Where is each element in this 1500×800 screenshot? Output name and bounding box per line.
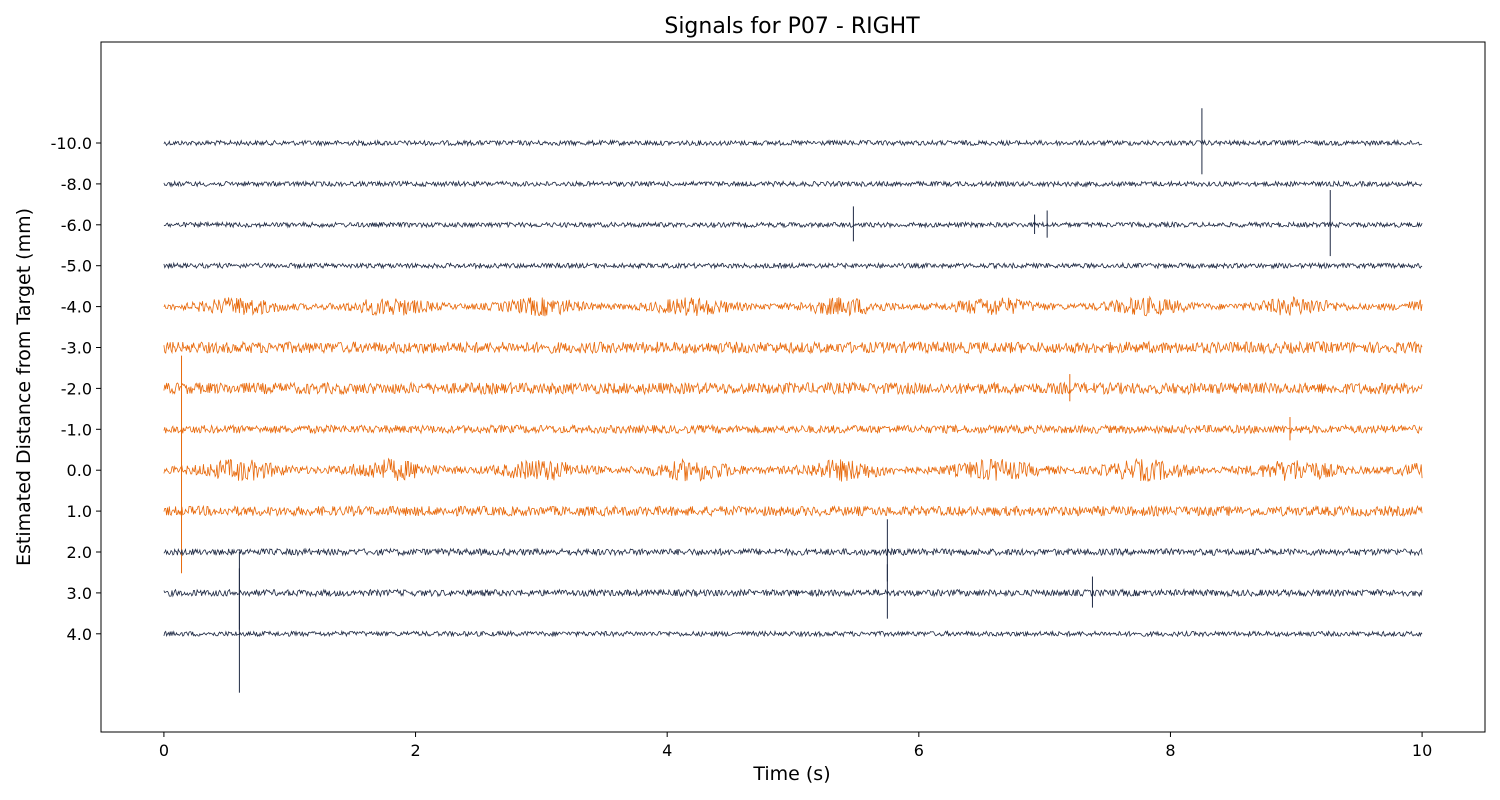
y-tick-label-0.0: 0.0	[67, 461, 92, 480]
trace-2.0	[163, 547, 1423, 557]
x-tick-label-8: 8	[1165, 741, 1175, 760]
y-tick-label--8.0: -8.0	[61, 175, 92, 194]
x-tick-label-4: 4	[662, 741, 672, 760]
trace--6.0	[163, 220, 1423, 229]
x-tick-label-0: 0	[159, 741, 169, 760]
y-axis-ticks: -10.0 -8.0 -6.0 -5.0 -4.0 -3.0 -2.0 -1.0 0.0 1.0 2…	[51, 134, 101, 644]
y-tick-label--10.0: -10.0	[51, 134, 92, 153]
y-tick-label--1.0: -1.0	[61, 420, 92, 439]
y-axis-label: Estimated Distance from Target (mm)	[13, 208, 35, 566]
y-tick-label--2.0: -2.0	[61, 379, 92, 398]
x-axis-label: Time (s)	[752, 763, 830, 785]
trace-3.0	[163, 588, 1423, 598]
chart-title: Signals for P07 - RIGHT	[664, 14, 920, 39]
traces	[163, 108, 1423, 693]
y-tick-label-2.0: 2.0	[67, 543, 92, 562]
y-tick-label--5.0: -5.0	[61, 257, 92, 276]
y-tick-label-4.0: 4.0	[67, 625, 92, 644]
trace-0.0	[163, 457, 1423, 482]
x-axis-ticks: 0 2 4 6 8 10	[159, 732, 1432, 760]
y-tick-label--6.0: -6.0	[61, 216, 92, 235]
y-tick-label--3.0: -3.0	[61, 339, 92, 358]
trace--2.0	[163, 381, 1423, 396]
y-tick-label-1.0: 1.0	[67, 502, 92, 521]
plot-frame	[100, 41, 1486, 733]
trace--4.0	[163, 295, 1423, 317]
trace--10.0	[163, 139, 1423, 147]
x-tick-label-2: 2	[410, 741, 420, 760]
trace--8.0	[163, 179, 1423, 188]
trace--5.0	[163, 261, 1423, 270]
trace--1.0	[163, 423, 1423, 435]
trace-1.0	[163, 504, 1423, 518]
y-tick-label-3.0: 3.0	[67, 584, 92, 603]
trace-4.0	[163, 629, 1423, 638]
y-tick-label--4.0: -4.0	[61, 298, 92, 317]
trace--3.0	[163, 340, 1423, 355]
x-tick-label-6: 6	[914, 741, 924, 760]
x-tick-label-10: 10	[1412, 741, 1432, 760]
